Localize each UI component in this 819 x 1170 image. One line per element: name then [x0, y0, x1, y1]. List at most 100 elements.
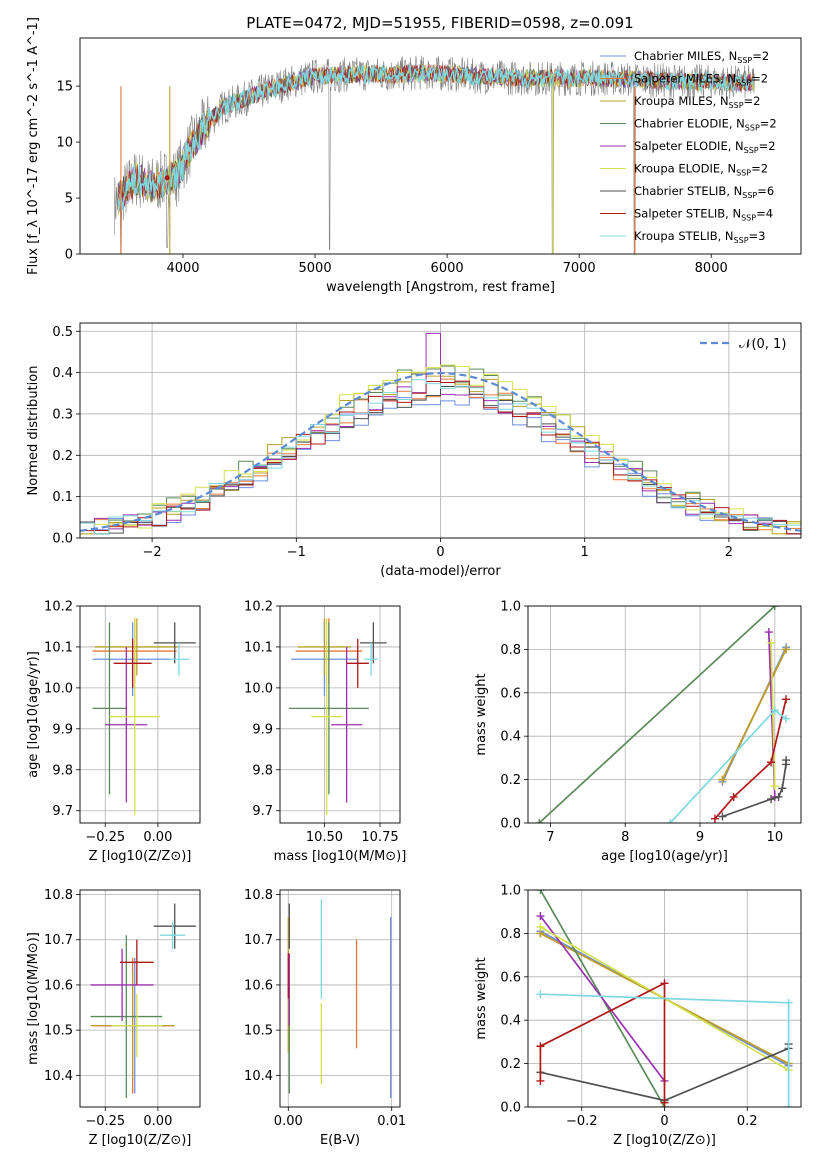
spectrum-model-line: [117, 64, 755, 211]
y-axis-label: Flux [f_λ 10^-17 erg cm^-2 s^-1 A^-1]: [26, 17, 41, 275]
legend-label: Chabrier STELIB, NSSP=6: [634, 184, 774, 200]
y-tick-label: 0: [65, 248, 73, 263]
legend-value: =4: [756, 207, 773, 221]
axes-frame: [79, 889, 201, 1108]
y-tick-label: 0.3: [52, 407, 73, 422]
y-tick-label: 0.0: [500, 817, 521, 832]
weight-marker: [729, 792, 738, 801]
legend-label: Salpeter ELODIE, NSSP=2: [634, 139, 776, 155]
x-tick-label: 10.50: [306, 830, 343, 845]
weight-line: [714, 699, 787, 820]
weight-marker: [767, 795, 776, 804]
x-tick-label: −0.2: [566, 1114, 598, 1129]
legend-subscript: SSP: [742, 191, 757, 200]
x-axis-label: Z [log10(Z/Z⊙)]: [613, 1133, 716, 1148]
y-tick-label: 15: [56, 80, 73, 95]
histogram-step: [80, 364, 801, 535]
y-tick-label: 9.7: [252, 804, 273, 819]
x-tick-label: 0.00: [274, 1114, 303, 1129]
weight-marker: [660, 979, 669, 988]
legend-value: =2: [759, 139, 776, 153]
y-tick-label: 10.7: [244, 933, 273, 948]
y-tick-label: 9.9: [252, 722, 273, 737]
x-tick-label: 0.00: [143, 830, 172, 845]
weight-marker: [767, 758, 776, 767]
weight-line: [722, 760, 787, 818]
y-tick-label: 9.7: [52, 804, 73, 819]
weight-line: [538, 606, 776, 823]
plot-area: [92, 618, 196, 815]
plot-area: [288, 618, 387, 815]
weight-marker: [718, 775, 727, 784]
y-tick-label: 10.6: [44, 978, 73, 993]
y-tick-label: 0.0: [500, 1101, 521, 1116]
x-axis-label: Z [log10(Z/Z⊙)]: [89, 849, 192, 864]
weight-marker: [536, 1076, 545, 1085]
x-tick-label: 8: [621, 830, 629, 845]
legend-label: Kroupa ELODIE, NSSP=2: [634, 162, 768, 178]
axes-frame: [527, 889, 802, 1108]
x-tick-label: 0: [660, 1114, 668, 1129]
y-tick-label: 0.6: [500, 970, 521, 985]
plot-area: [114, 55, 755, 254]
x-tick-label: −2: [143, 545, 162, 560]
weight-marker: [710, 814, 719, 823]
y-tick-label: 0.2: [52, 449, 73, 464]
y-tick-label: 10.1: [44, 640, 73, 655]
x-axis-label: (data-model)/error: [380, 564, 501, 579]
weight-marker: [660, 1098, 669, 1107]
mass_vs_Z-panel: −0.25 0.00 10.4 10.5 10.6 10.7 10.8 Z [log10(Z/…: [26, 888, 201, 1148]
y-axis-label: age [log10(age/yr)]: [26, 651, 41, 778]
legend-label: Kroupa MILES, NSSP=2: [634, 94, 760, 110]
x-tick-label: −0.25: [85, 1114, 125, 1129]
y-tick-label: 0.2: [500, 1057, 521, 1072]
x-axis-label: Z [log10(Z/Z⊙)]: [89, 1133, 192, 1148]
y-tick-label: 10.8: [244, 888, 273, 903]
weight-marker: [770, 606, 779, 610]
x-tick-label: −0.25: [85, 830, 125, 845]
spectrum-marker: [164, 175, 170, 181]
axes-frame: [79, 37, 802, 255]
weight-marker: [782, 756, 791, 765]
y-tick-label: 9.8: [52, 763, 73, 778]
weight_vs_Z-panel: −0.2 0 0.2 0.0 0.2 0.4 0.6 0.8 1.0 Z [log10(Z/Z⊙)…: [474, 884, 802, 1148]
y-axis-label: mass weight: [474, 673, 489, 755]
weight-marker: [718, 812, 727, 821]
y-tick-label: 10.1: [244, 640, 273, 655]
weight-marker: [774, 792, 783, 801]
weight-marker: [535, 819, 544, 823]
x-axis-label: E(B-V): [320, 1133, 360, 1148]
axes-frame: [279, 605, 401, 824]
x-axis-label: mass [log10(M/M⊙)]: [274, 849, 407, 864]
legend-value: =6: [757, 184, 774, 198]
legend-subscript: SSP: [734, 236, 749, 245]
legend-value: =2: [744, 94, 761, 108]
x-tick-label: 8000: [695, 261, 728, 276]
weight-marker: [770, 782, 779, 791]
age_vs_Z-panel: −0.25 0.00 9.7 9.8 9.9 10.0 10.1 10.2 Z [log10(Z…: [26, 600, 201, 864]
residual_histogram-panel: −2 −1 0 1 2 0.0 0.1 0.2 0.3 0.4 0.5 (data-model)/er…: [26, 322, 802, 579]
y-tick-label: 0.0: [52, 532, 73, 547]
y-axis-label: Normed distribution: [26, 366, 41, 496]
y-tick-label: 0.4: [52, 366, 73, 381]
weight-marker: [536, 990, 545, 999]
figure-title: PLATE=0472, MJD=51955, FIBERID=0598, z=0…: [246, 14, 633, 32]
weight-line: [721, 649, 787, 780]
y-tick-label: 10.2: [44, 600, 73, 615]
x-tick-label: 7: [546, 830, 554, 845]
plot-area: [287, 899, 392, 1098]
x-tick-label: 2: [725, 545, 733, 560]
legend-subscript: SSP: [736, 79, 751, 88]
x-tick-label: 5000: [299, 261, 332, 276]
legend-subscript: SSP: [744, 146, 759, 155]
legend-subscript: SSP: [741, 214, 756, 223]
weight-marker: [536, 922, 545, 931]
plot-area: [536, 890, 793, 1107]
axes-frame: [79, 605, 201, 824]
y-tick-label: 1.0: [500, 600, 521, 615]
spectrum-model-line: [117, 64, 755, 203]
weight-marker: [536, 890, 545, 894]
y-tick-label: 9.9: [52, 722, 73, 737]
legend-label: Salpeter MILES, NSSP=2: [634, 72, 768, 88]
